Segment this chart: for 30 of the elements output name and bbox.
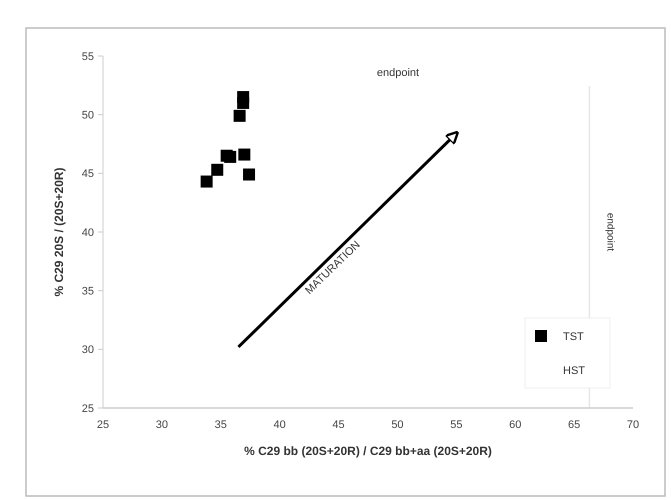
x-tick-label: 60 [509,419,522,431]
y-tick-label: 35 [82,286,94,298]
point [238,148,250,161]
point [200,176,213,188]
x-axis-title: % C29 bb (20S+20R) / C29 bb+aa (20S+20R) [244,444,492,458]
x-tick-label: 50 [391,419,404,431]
point [237,91,250,104]
x-tick-label: 30 [156,419,168,431]
y-tick-label: 30 [82,344,94,356]
y-tick-label: 25 [82,402,94,415]
x-tick-label: 25 [96,419,110,431]
point [211,164,224,176]
annotation: endpoint [376,67,420,79]
x-tick-label: 40 [274,419,286,431]
point [224,150,236,163]
y-tick-label: 55 [82,50,94,63]
ref-line-label: endpoint [604,212,616,252]
y-axis-title: % C29 20S / (20S+20R) [52,167,66,297]
y-tick-label: 50 [82,110,94,122]
x-tick-label: 45 [332,419,345,431]
x-tick-label: 70 [626,419,640,431]
x-tick-label: 55 [450,419,462,431]
legend-label: TST [563,330,584,343]
x-tick-label: 35 [214,419,227,431]
point [243,168,256,181]
x-tick-label: 65 [568,419,580,431]
y-tick-label: 40 [82,226,94,239]
y-tick-label: 45 [82,168,94,180]
text: HST [563,364,586,377]
point [234,110,246,122]
